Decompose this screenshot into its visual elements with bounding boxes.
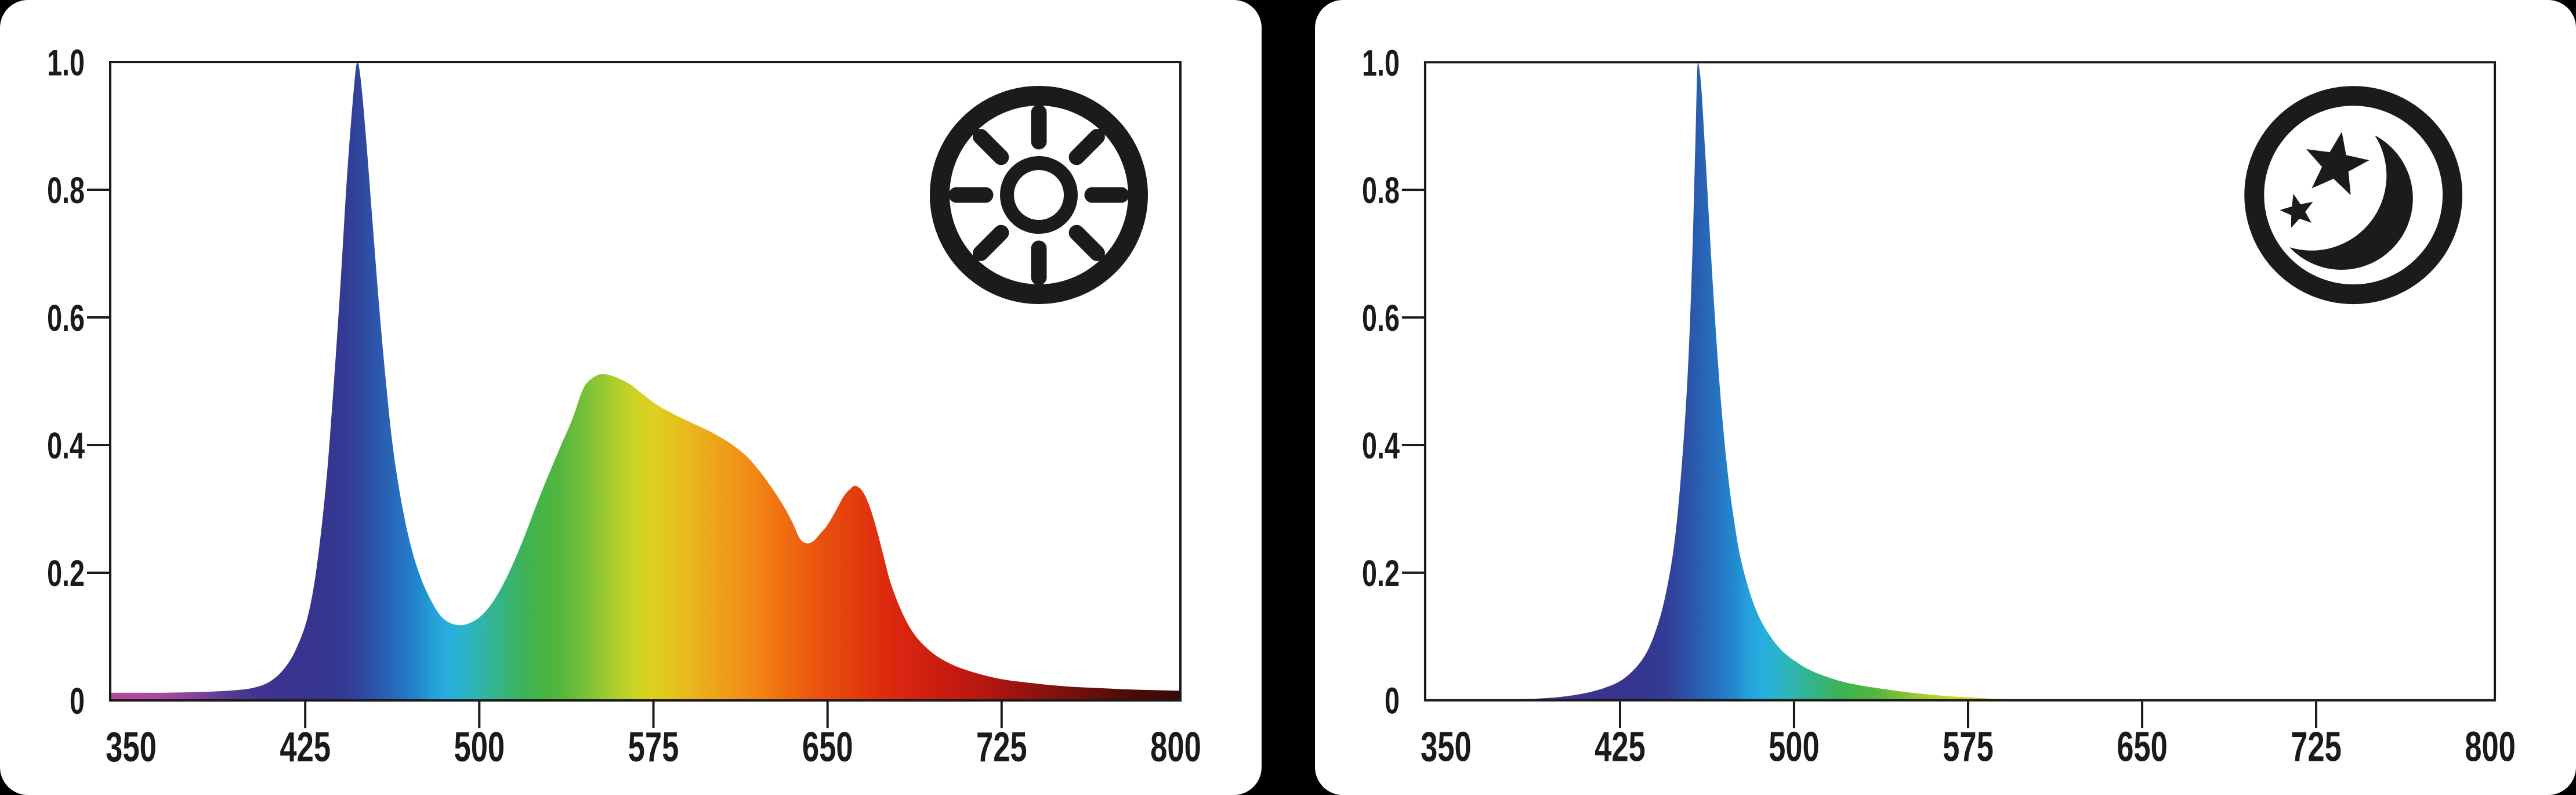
y-tick-label: 0.4 [1362, 425, 1400, 467]
sun-core [1000, 156, 1078, 234]
y-tick-label: 0.2 [47, 552, 85, 594]
x-tick-label: 650 [2117, 724, 2168, 771]
x-tick-label: 725 [2291, 724, 2342, 771]
x-tick-label: 500 [454, 724, 505, 771]
moon-stars-icon [2244, 86, 2463, 305]
icon-outer-ring [930, 86, 1148, 304]
y-tick-label: 0 [70, 680, 85, 722]
x-tick-label: 725 [976, 724, 1027, 771]
y-tick-label: 0.8 [47, 169, 85, 211]
y-tick-label: 0.2 [1362, 552, 1400, 594]
y-tick-label: 0.6 [47, 297, 85, 339]
star-small [2280, 194, 2313, 228]
y-tick-label: 1.0 [47, 42, 85, 84]
x-tick-label: 575 [628, 724, 679, 771]
x-tick-label: 575 [1943, 724, 1994, 771]
crescent-moon [2289, 135, 2413, 270]
y-tick-label: 0.6 [1362, 297, 1400, 339]
star-large [2306, 132, 2370, 196]
sun-ray [1068, 225, 1105, 261]
x-tick-label: 425 [1595, 724, 1646, 771]
spectrum-area [110, 62, 1180, 700]
sun-icon [930, 86, 1148, 304]
y-tick-label: 1.0 [1362, 42, 1400, 84]
sun-ray [973, 129, 1009, 165]
night-spectrum-panel: 350 425 500 575 650 725 800 0 0.2 0.4 0.6 0.8 1.0 [1315, 0, 2576, 795]
sun-ray [973, 225, 1009, 261]
x-tick-label: 500 [1769, 724, 1820, 771]
plot-frame [109, 61, 1182, 702]
x-tick-label: 800 [2465, 724, 2516, 771]
spectrum-area [1425, 62, 2495, 700]
x-tick-label: 650 [802, 724, 853, 771]
y-tick-label: 0.4 [47, 425, 85, 467]
daylight-spectrum-chart: 350 425 500 575 650 725 800 0 0.2 0.4 0.6 0.8 1.0 [47, 42, 1201, 771]
daylight-spectrum-panel: 350 425 500 575 650 725 800 0 0.2 0.4 0.6 0.8 1.0 [0, 0, 1262, 795]
sun-ray [1068, 129, 1105, 165]
x-tick-label: 350 [106, 724, 157, 771]
night-spectrum-chart: 350 425 500 575 650 725 800 0 0.2 0.4 0.6 0.8 1.0 [1362, 42, 2516, 771]
plot-frame [1423, 61, 2497, 702]
y-tick-label: 0 [1385, 680, 1400, 721]
y-tick-label: 0.8 [1362, 169, 1400, 211]
x-tick-label: 425 [280, 724, 331, 771]
x-tick-label: 350 [1421, 724, 1472, 771]
x-tick-label: 800 [1150, 724, 1201, 771]
icon-outer-ring [2244, 86, 2463, 305]
